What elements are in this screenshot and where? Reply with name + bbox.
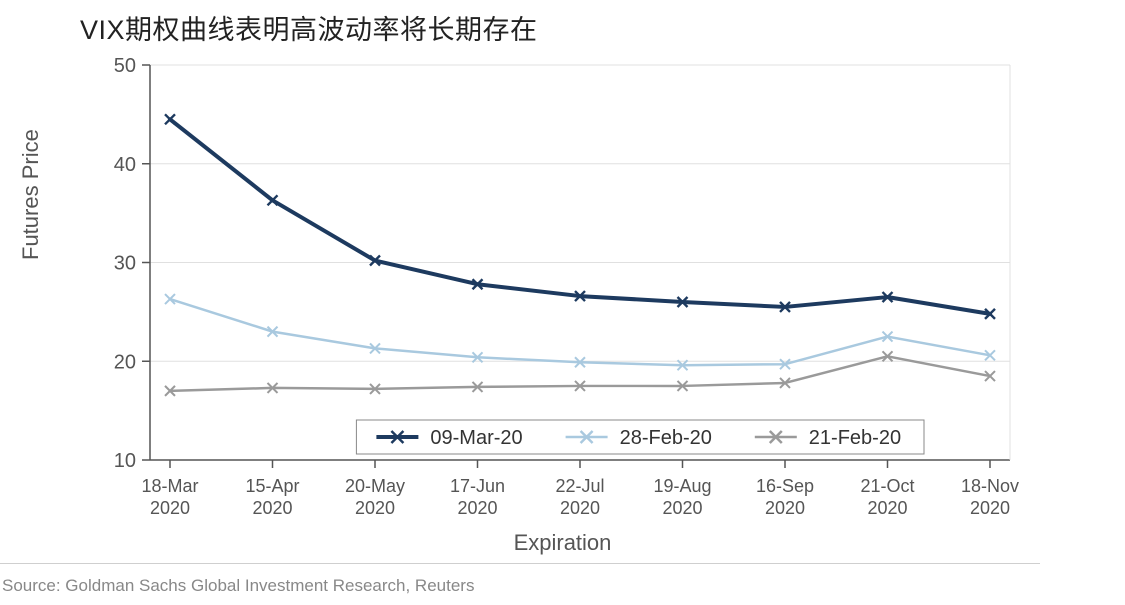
svg-text:21-Oct: 21-Oct xyxy=(860,476,914,496)
svg-text:17-Jun: 17-Jun xyxy=(450,476,505,496)
svg-text:2020: 2020 xyxy=(867,498,907,518)
svg-text:2020: 2020 xyxy=(252,498,292,518)
svg-text:18-Nov: 18-Nov xyxy=(961,476,1019,496)
svg-text:18-Mar: 18-Mar xyxy=(141,476,198,496)
svg-text:21-Feb-20: 21-Feb-20 xyxy=(809,427,901,449)
chart-title: VIX期权曲线表明高波动率将长期存在 xyxy=(80,8,538,47)
source-text: Source: Goldman Sachs Global Investment … xyxy=(2,576,474,596)
y-axis-label: Futures Price xyxy=(18,129,44,260)
svg-text:2020: 2020 xyxy=(560,498,600,518)
svg-text:50: 50 xyxy=(114,55,136,77)
page: VIX期权曲线表明高波动率将长期存在 Futures Price 10 20 30 4… xyxy=(0,0,1125,605)
svg-text:20: 20 xyxy=(114,351,136,373)
x-axis-label: Expiration xyxy=(105,530,1020,556)
plot-area: 10 20 30 40 50 09-Mar-20 28-Feb-20 21-Feb-20 xyxy=(105,55,1020,470)
svg-text:2020: 2020 xyxy=(970,498,1010,518)
svg-text:20-May: 20-May xyxy=(345,476,405,496)
svg-text:16-Sep: 16-Sep xyxy=(756,476,814,496)
svg-text:22-Jul: 22-Jul xyxy=(555,476,604,496)
chart-svg: 10 20 30 40 50 09-Mar-20 28-Feb-20 21-Feb-20 xyxy=(105,55,1020,470)
svg-text:30: 30 xyxy=(114,253,136,275)
svg-text:2020: 2020 xyxy=(662,498,702,518)
svg-text:19-Aug: 19-Aug xyxy=(653,476,711,496)
svg-text:10: 10 xyxy=(114,450,136,470)
svg-text:2020: 2020 xyxy=(355,498,395,518)
x-tick-labels: 18-Mar202015-Apr202020-May202017-Jun2020… xyxy=(105,474,1020,524)
svg-text:2020: 2020 xyxy=(150,498,190,518)
svg-text:2020: 2020 xyxy=(457,498,497,518)
svg-text:15-Apr: 15-Apr xyxy=(245,476,299,496)
divider xyxy=(0,563,1040,564)
svg-text:28-Feb-20: 28-Feb-20 xyxy=(620,427,712,449)
svg-text:2020: 2020 xyxy=(765,498,805,518)
svg-text:40: 40 xyxy=(114,154,136,176)
svg-text:09-Mar-20: 09-Mar-20 xyxy=(430,427,522,449)
